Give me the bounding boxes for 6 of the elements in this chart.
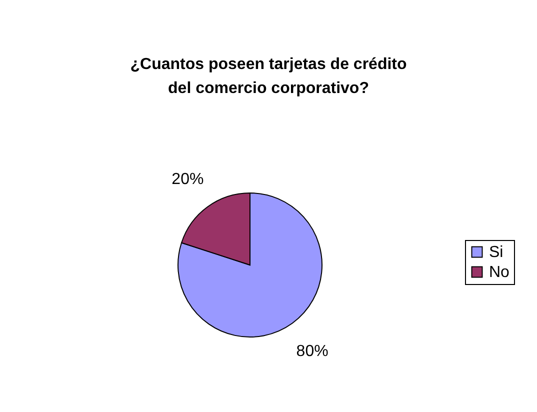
data-label: 80% [296,342,328,360]
data-label: 20% [172,171,204,188]
legend-label: Si [489,244,504,261]
pie-slice [178,192,322,338]
legend-label: No [489,264,510,281]
chart-title: ¿Cuantos poseen tarjetas de crédito del comercio corporativo? [130,56,407,97]
